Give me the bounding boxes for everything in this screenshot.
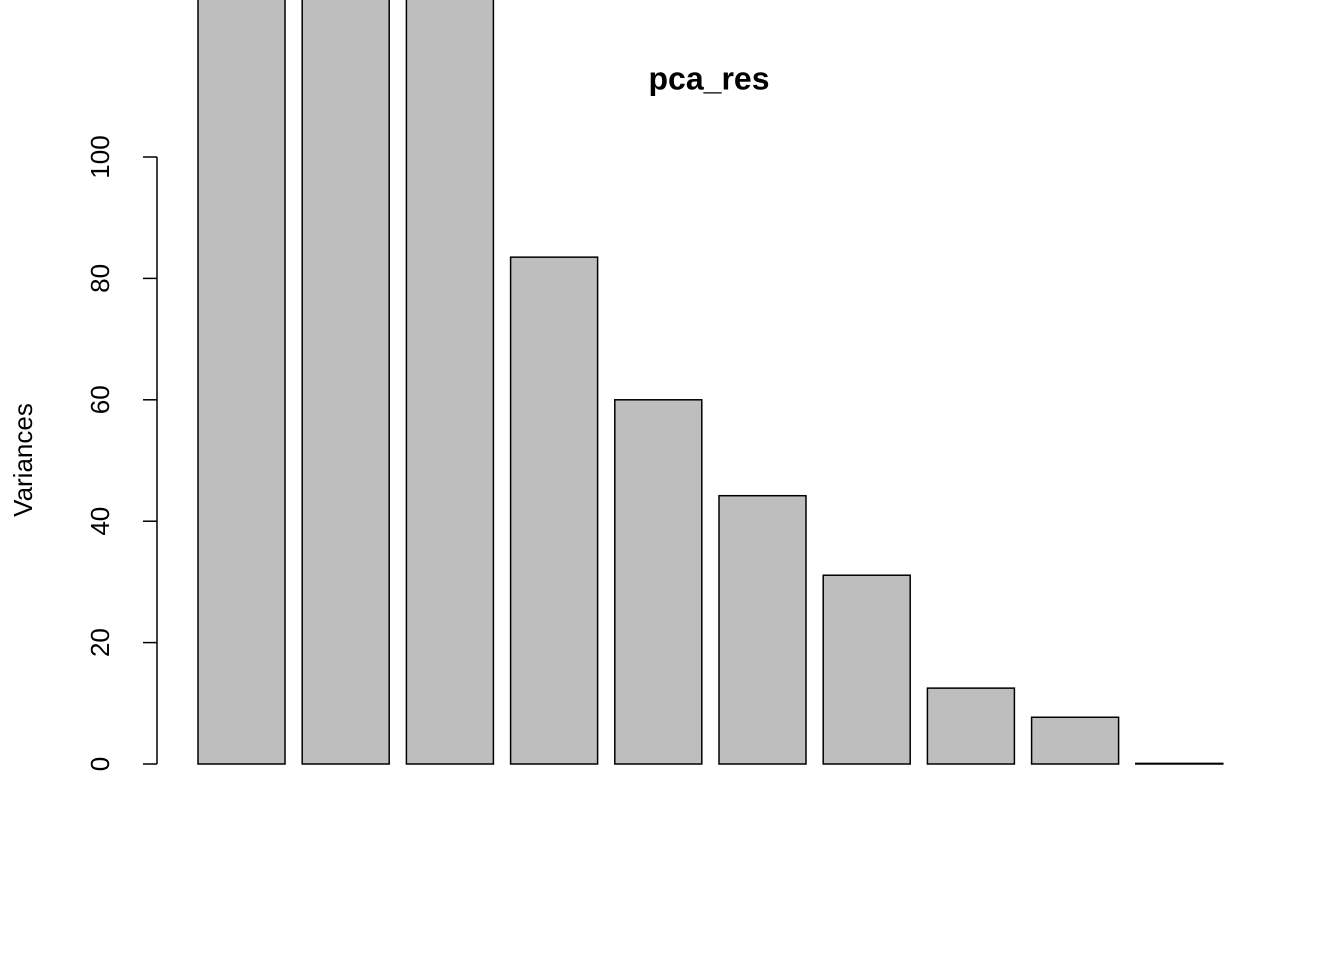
bar [405,0,495,765]
bar [614,399,703,765]
y-tick-label: 0 [85,757,115,771]
bar [1030,716,1120,765]
y-tick-label: 100 [85,135,115,178]
bar [301,0,390,765]
bar [718,494,807,765]
y-tick-label: 60 [85,385,115,414]
y-axis-label: Variances [8,403,38,517]
bar [1135,762,1224,765]
chart-title: pca_res [649,60,770,96]
bar [822,574,911,765]
bar [926,687,1016,765]
bar [509,256,599,765]
y-tick-label: 20 [85,628,115,657]
y-tick-label: 80 [85,264,115,293]
bar [197,0,286,765]
y-tick-label: 40 [85,507,115,536]
